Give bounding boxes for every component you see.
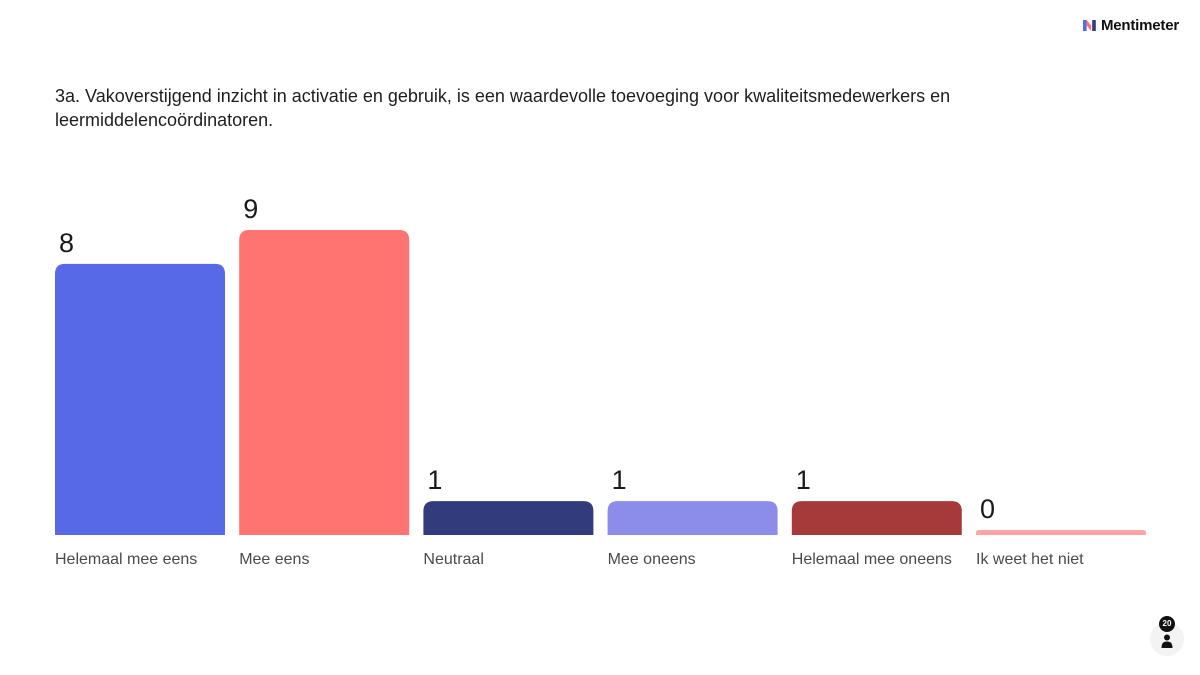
category-label-1: Helemaal mee eens [55,551,198,568]
bar-value-label-6: 0 [980,494,995,524]
bar-1 [55,263,225,535]
bar-2 [239,230,410,535]
category-label-3: Neutraal [423,551,484,568]
participant-counter[interactable]: 20 [1150,616,1184,656]
bar-value-label-1: 8 [59,228,74,258]
mentimeter-logo-icon [1082,20,1096,31]
bar-value-label-2: 9 [243,194,258,224]
participant-count-badge: 20 [1159,616,1175,632]
brand: Mentimeter [1082,17,1179,34]
bar-6 [976,530,1146,535]
category-label-6: Ik weet het niet [976,551,1084,568]
category-label-2: Mee eens [239,551,310,568]
bar-value-label-3: 1 [427,465,442,495]
bar-value-label-4: 1 [612,465,627,495]
person-icon [1161,634,1173,648]
brand-name: Mentimeter [1100,17,1179,34]
bar-value-label-5: 1 [796,465,811,495]
category-label-4: Mee oneens [607,551,696,568]
question-title: 3a. Vakoverstijgend inzicht in activatie… [55,86,951,130]
category-label-5: Helemaal mee oneens [791,551,952,568]
bar-5 [791,501,962,535]
bar-4 [607,501,778,535]
bar-3 [423,501,594,535]
